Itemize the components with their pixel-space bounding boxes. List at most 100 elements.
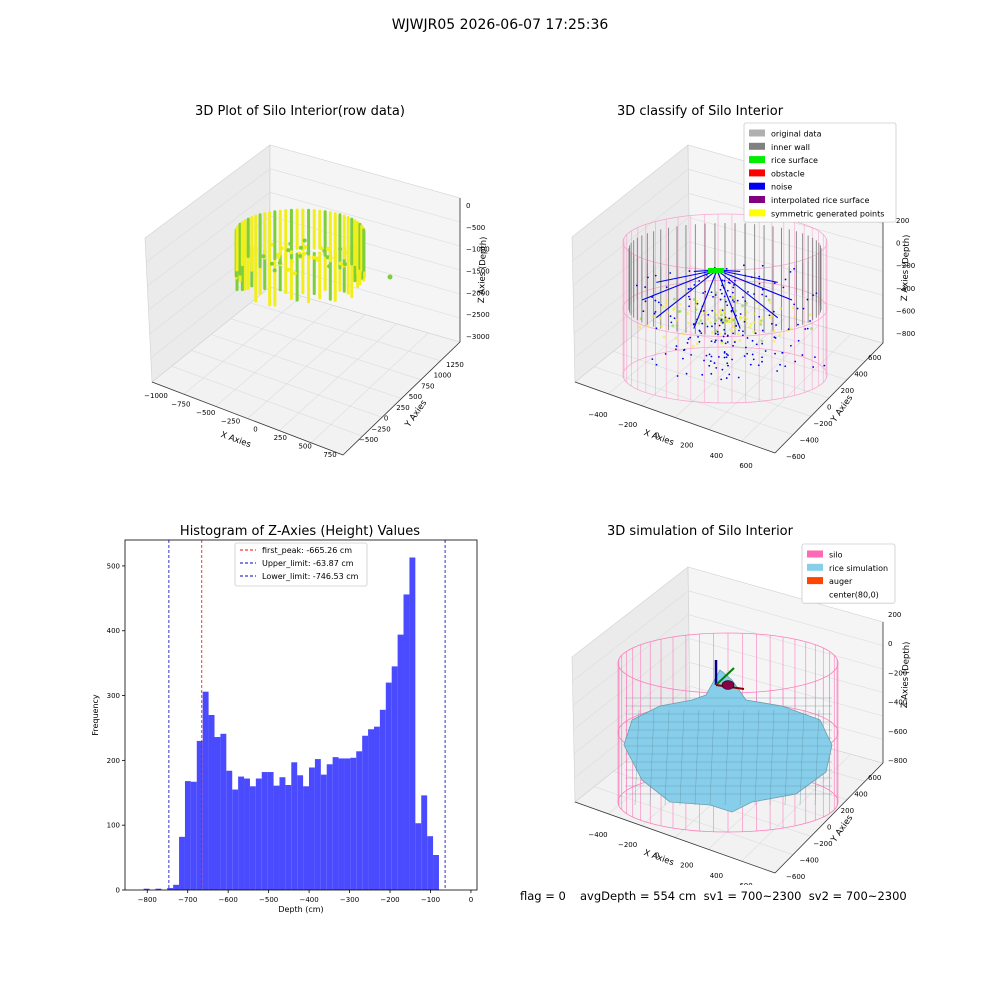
plot2-grid	[574, 265, 690, 359]
plot2-noise-point	[688, 270, 691, 272]
plot4-mesh-line	[799, 709, 805, 806]
plot2-surface-point	[729, 320, 732, 323]
plot2-noise-point	[734, 279, 736, 282]
plot2-surface-point	[697, 322, 701, 325]
histogram-bar	[344, 758, 351, 890]
plot2-legend-swatch	[749, 209, 765, 217]
plot2-noise-point	[721, 309, 724, 312]
histogram-bar	[297, 775, 304, 890]
plot4-x-tick-label: 400	[710, 872, 723, 880]
plot2-surface-point	[715, 313, 719, 317]
plot2-noise-point	[721, 340, 723, 342]
plot2-legend-frame	[743, 122, 897, 223]
plot2-noise-point	[812, 294, 814, 297]
plot2-noise-point	[714, 341, 716, 343]
plot2-noise-point	[693, 322, 695, 325]
plot2-noise-point	[737, 376, 740, 379]
plot1-y-axis-line	[342, 341, 461, 456]
plot2-noise-point	[647, 276, 649, 279]
plot2-surface-point	[710, 330, 714, 334]
plot2-noise-point	[727, 354, 729, 357]
plot2-surface-point	[706, 317, 710, 321]
plot2-noise-point	[761, 356, 763, 359]
plot1-y-tick-label: −250	[371, 425, 390, 433]
plot2-grid	[689, 265, 884, 320]
plot2-noise-ray	[693, 269, 718, 329]
plot2-noise-point	[690, 353, 692, 356]
plot2-surface-point	[768, 301, 772, 305]
plot2-noise-point	[784, 278, 787, 281]
plot1-point	[298, 254, 303, 259]
histogram-bar	[202, 691, 209, 890]
plot2-surface-point	[724, 321, 727, 324]
plot1-3d-axes: −1000−750−500−2500250500750−500−25002505…	[144, 144, 490, 459]
plot2-noise-ray	[655, 269, 718, 319]
plot1-point	[327, 247, 332, 252]
histogram-x-tick-label: −800	[138, 896, 157, 904]
plot2-noise-point	[751, 339, 754, 342]
plot2-noise-point	[654, 310, 657, 313]
plot2-noise-point	[742, 264, 745, 267]
plot1-grid	[269, 168, 461, 223]
plot2-surface-point	[686, 312, 689, 315]
plot1-z-tick-label: −1500	[466, 268, 490, 276]
histogram-bar	[309, 767, 315, 890]
plot1-point	[292, 271, 297, 276]
plot2-noise-point	[698, 279, 701, 282]
plot4-mesh-line	[664, 709, 670, 806]
plot4-z-tick-label: −400	[888, 699, 907, 707]
histogram-legend-frame	[234, 542, 368, 587]
plot2-surface-point	[671, 324, 675, 328]
plot2-noise-point	[784, 365, 787, 368]
plot2-surface-point	[744, 321, 748, 325]
plot4-mesh-line	[724, 709, 730, 806]
plot2-noise-point	[675, 345, 678, 347]
plot2-noise-point	[732, 286, 735, 289]
plot2-surface-point	[703, 322, 707, 326]
plot2-noise-point	[724, 300, 727, 303]
plot2-noise-point	[733, 300, 735, 303]
plot4-mesh-line	[649, 709, 655, 806]
plot2-noise-point	[644, 300, 647, 303]
plot4-y-tick-label: 400	[854, 791, 867, 799]
histogram-x-axis-label: Depth (cm)	[278, 905, 323, 914]
plot2-noise-point	[725, 267, 728, 270]
plot2-grid	[688, 217, 884, 272]
histogram-bar	[226, 770, 233, 890]
plot2-surface-point	[673, 297, 676, 301]
plot2-surface-point	[704, 310, 708, 314]
plot1-point	[306, 255, 311, 260]
plot4-grid	[688, 614, 884, 670]
plot2-surface-point	[758, 304, 761, 308]
histogram-bar	[273, 785, 280, 890]
plot2-noise-point	[705, 354, 708, 357]
plot2-noise-point	[698, 329, 701, 332]
plot2-noise-point	[714, 332, 717, 335]
plot1-grid	[145, 168, 271, 263]
plot2-legend-swatch	[749, 169, 765, 177]
plot1-point	[302, 238, 307, 243]
plot2-noise-point	[688, 298, 691, 301]
plot1-y-tick-label: 0	[384, 415, 388, 423]
plot2-noise-point	[757, 364, 760, 367]
plot4-y-tick-label: 200	[841, 807, 854, 815]
plot2-surface-point	[718, 316, 721, 320]
plot2-noise-point	[700, 332, 703, 335]
figure-title: WJWJR05 2026-06-07 17:25:36	[391, 17, 609, 33]
plot1-y-tick-label: 1000	[434, 372, 452, 380]
plot2-noise-point	[655, 363, 658, 366]
plot2-x-tick-label: −400	[588, 411, 607, 419]
plot2-grid	[572, 168, 689, 262]
plot2-noise-point	[761, 360, 763, 363]
plot2-legend-label: rice surface	[771, 156, 818, 165]
flag-text: flag = 0	[520, 889, 566, 903]
plot2-legend-swatch	[749, 156, 765, 164]
plot1-point	[279, 246, 284, 251]
plot1-point	[325, 255, 330, 260]
plot2-noise-point	[806, 327, 809, 330]
plot2-surface-point	[752, 320, 756, 324]
plot2-x-tick-label: −200	[618, 421, 637, 429]
plot4-mesh-line	[709, 709, 715, 806]
plot2-noise-point	[714, 294, 717, 296]
histogram-bar	[409, 557, 416, 890]
